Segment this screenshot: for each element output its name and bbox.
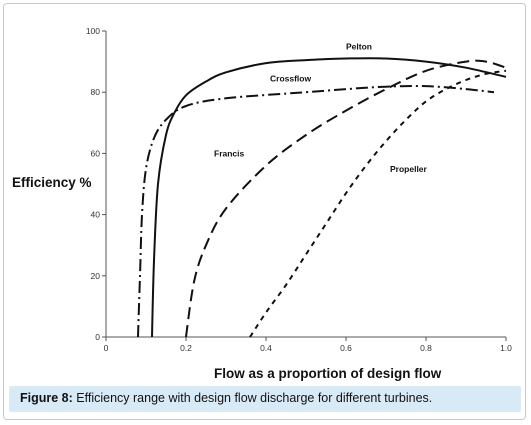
- francis-series-label: Francis: [214, 148, 245, 158]
- y-tick-label: 20: [91, 271, 101, 281]
- pelton-series-label: Pelton: [346, 41, 372, 51]
- x-tick-label: 0.2: [180, 343, 192, 353]
- y-axis-label: Efficiency %: [12, 175, 92, 190]
- x-tick-label: 0.4: [260, 343, 272, 353]
- x-axis-label: Flow as a proportion of design flow: [214, 366, 442, 381]
- x-tick-label: 0.8: [420, 343, 432, 353]
- x-tick-label: 0: [104, 343, 109, 353]
- x-tick-label: 1.0: [500, 343, 512, 353]
- efficiency-chart: 0 20 40 60 80 100 0 0.2 0.4 0.6 0.8 1.0 Pelton Cross…: [12, 26, 512, 381]
- chart-curves: [137, 57, 507, 338]
- y-tick-label: 40: [91, 210, 101, 220]
- y-tick-label: 100: [86, 26, 100, 36]
- francis-curve: [185, 59, 507, 338]
- y-tick-label: 60: [91, 148, 101, 158]
- propeller-series-label: Propeller: [390, 164, 428, 174]
- pelton-curve: [151, 57, 507, 338]
- y-tick-label: 0: [95, 332, 100, 342]
- x-tick-label: 0.6: [340, 343, 352, 353]
- figure-caption-text: Efficiency range with design flow discha…: [72, 391, 433, 405]
- figure-frame: [3, 3, 526, 420]
- chart-ticks: 0 20 40 60 80 100 0 0.2 0.4 0.6 0.8 1.0: [86, 26, 512, 353]
- figure-caption: Figure 8: Efficiency range with design f…: [20, 391, 515, 405]
- caption-background: [9, 386, 521, 412]
- crossflow-series-label: Crossflow: [270, 73, 311, 83]
- y-tick-label: 80: [91, 87, 101, 97]
- figure-label: Figure 8:: [20, 391, 73, 405]
- chart-series-labels: Pelton Crossflow Francis Propeller: [214, 41, 428, 173]
- propeller-curve: [249, 69, 507, 338]
- crossflow-curve: [137, 84, 495, 338]
- chart-axes: [105, 31, 506, 338]
